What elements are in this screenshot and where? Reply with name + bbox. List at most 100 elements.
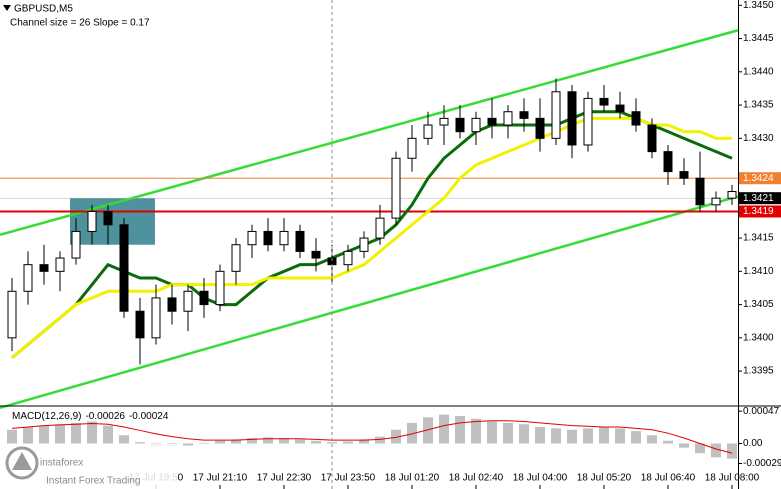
histogram-bar bbox=[535, 426, 545, 444]
x-tick-label: 18 Jul 08:00 bbox=[705, 473, 760, 484]
histogram-bar bbox=[455, 415, 465, 444]
candle-body bbox=[615, 104, 625, 113]
y-tick-label: 0.00047 bbox=[743, 406, 780, 417]
x-tick-label: 18 Jul 02:40 bbox=[449, 473, 504, 484]
candle-body bbox=[711, 197, 721, 206]
macd-value: -0.00026 bbox=[85, 411, 125, 422]
candle-body bbox=[231, 244, 241, 272]
histogram-bar bbox=[471, 418, 481, 444]
candle-body bbox=[551, 91, 561, 139]
candle-body bbox=[647, 124, 657, 153]
histogram-bar bbox=[679, 443, 689, 448]
candle-body bbox=[359, 237, 369, 252]
histogram-bar bbox=[599, 426, 609, 444]
channel-line bbox=[0, 29, 739, 236]
tagline: Instant Forex Trading bbox=[46, 476, 141, 487]
candle-body bbox=[407, 137, 417, 159]
histogram-bar bbox=[711, 443, 721, 458]
candle-body bbox=[487, 117, 497, 126]
histogram-bar bbox=[583, 428, 593, 444]
candle-body bbox=[439, 117, 449, 126]
histogram-bar bbox=[695, 443, 705, 454]
channel-line bbox=[0, 195, 739, 409]
macd-name: MACD(12,26,9) bbox=[12, 411, 81, 422]
logo-mark bbox=[12, 452, 32, 470]
histogram-bar bbox=[71, 422, 81, 444]
logo-ring bbox=[5, 446, 39, 480]
candle-body bbox=[343, 250, 353, 266]
histogram-bar bbox=[135, 442, 145, 444]
candle-body bbox=[7, 290, 17, 339]
x-tick-label: 18 Jul 01:20 bbox=[385, 473, 440, 484]
candle-body bbox=[199, 290, 209, 306]
candle-body bbox=[23, 264, 33, 292]
signal-value: -0.00024 bbox=[129, 411, 169, 422]
candle-body bbox=[279, 230, 289, 246]
candle-body bbox=[519, 111, 529, 119]
histogram-bar bbox=[487, 421, 497, 444]
x-tick-label: 18 Jul 05:20 bbox=[577, 473, 632, 484]
candle-body bbox=[375, 217, 385, 239]
candle-body bbox=[631, 111, 641, 126]
y-tick-label: 1.3400 bbox=[743, 332, 774, 343]
histogram-bar bbox=[375, 436, 385, 444]
histogram-bar bbox=[551, 428, 561, 444]
histogram-bar bbox=[359, 439, 369, 444]
histogram-bar bbox=[567, 429, 577, 444]
histogram-bar bbox=[727, 443, 737, 459]
candle-body bbox=[247, 230, 257, 246]
y-tick-label: 1.3395 bbox=[743, 366, 774, 377]
y-tick-label: 1.3450 bbox=[743, 0, 774, 11]
y-tick-label: 1.3430 bbox=[743, 133, 774, 144]
moving-average bbox=[11, 116, 732, 359]
candle-body bbox=[455, 117, 465, 133]
histogram-bar bbox=[247, 438, 257, 444]
candle-body bbox=[215, 270, 225, 306]
y-tick-label: 1.3415 bbox=[743, 233, 774, 244]
histogram-bar bbox=[55, 424, 65, 444]
candle-body bbox=[663, 151, 673, 173]
x-tick-label: 17 Jul 21:10 bbox=[193, 473, 248, 484]
candle-body bbox=[87, 210, 97, 232]
histogram-bar bbox=[215, 440, 225, 444]
histogram-bar bbox=[87, 421, 97, 444]
macd-panel: 0.00047 0.00 -0.00029 bbox=[7, 406, 781, 469]
y-tick-label: 1.3440 bbox=[743, 66, 774, 77]
candle-body bbox=[183, 290, 193, 312]
histogram-bar bbox=[103, 425, 113, 444]
candle-body bbox=[39, 264, 49, 272]
x-tick-label: 18 Jul 04:00 bbox=[513, 473, 568, 484]
histogram-bar bbox=[343, 441, 353, 444]
histogram-bar bbox=[295, 439, 305, 444]
current-price-label: 1.3421 bbox=[743, 193, 774, 204]
candle-body bbox=[151, 297, 161, 339]
x-tick-label: 17 Jul 23:50 bbox=[321, 473, 376, 484]
price-panel: 1.3450 1.3445 1.3440 1.3435 1.3430 1.3415 1.34… bbox=[0, 0, 781, 409]
candle-body bbox=[535, 117, 545, 139]
candle-body bbox=[599, 97, 609, 106]
candle-body bbox=[55, 257, 65, 272]
histogram-bar bbox=[663, 440, 673, 444]
candle-body bbox=[423, 124, 433, 139]
histogram-bar bbox=[23, 426, 33, 444]
histogram-bar bbox=[199, 442, 209, 444]
histogram-bar bbox=[615, 428, 625, 444]
histogram-bar bbox=[263, 437, 273, 444]
histogram-bar bbox=[519, 424, 529, 444]
level-label: 1.3424 bbox=[743, 173, 774, 184]
histogram-bar bbox=[39, 425, 49, 444]
watermark: instaforex Instant Forex Trading bbox=[0, 444, 178, 489]
histogram-bar bbox=[119, 435, 129, 444]
chart-title: GBPUSD,M5 bbox=[14, 4, 73, 15]
histogram-bar bbox=[327, 442, 337, 444]
x-tick-label: 17 Jul 22:30 bbox=[257, 473, 312, 484]
histogram-bar bbox=[7, 429, 17, 444]
histogram-bar bbox=[407, 422, 417, 444]
candle-body bbox=[295, 230, 305, 252]
chart-subtitle: Channel size = 26 Slope = 0.17 bbox=[10, 18, 150, 29]
histogram-bar bbox=[503, 422, 513, 444]
current-price-bg bbox=[739, 192, 781, 205]
candle-body bbox=[727, 191, 737, 199]
candle-body bbox=[135, 310, 145, 339]
candle-body bbox=[679, 171, 689, 179]
